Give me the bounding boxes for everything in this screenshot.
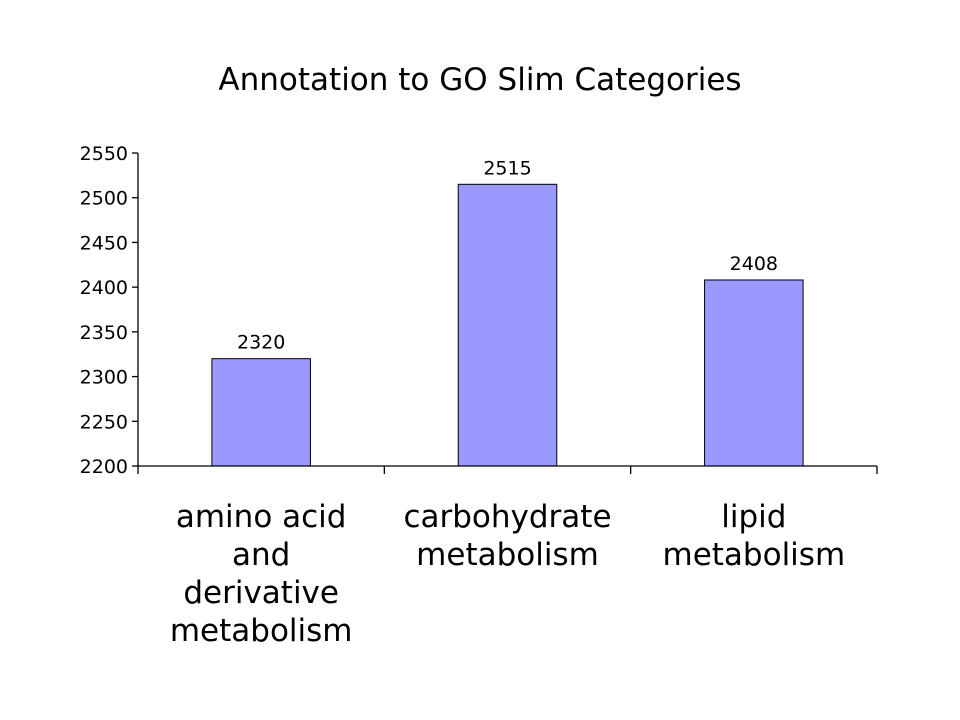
category-label: carbohydrate metabolism bbox=[403, 499, 611, 573]
y-axis-ticks: 2200 2250 2300 2350 2400 2450 2500 2550 bbox=[80, 143, 138, 478]
data-labels: 2320 2515 2408 bbox=[237, 157, 778, 353]
y-tick-label: 2550 bbox=[80, 143, 128, 165]
bars bbox=[211, 183, 804, 467]
category-label: amino acid and derivative metabolism bbox=[170, 499, 353, 649]
bar bbox=[211, 358, 311, 467]
y-tick-label: 2400 bbox=[80, 277, 128, 299]
category-label: lipid metabolism bbox=[663, 499, 846, 573]
y-tick-label: 2250 bbox=[80, 411, 128, 433]
data-label: 2320 bbox=[237, 332, 285, 354]
axes bbox=[137, 153, 878, 474]
y-tick-label: 2350 bbox=[80, 322, 128, 344]
chart-title: Annotation to GO Slim Categories bbox=[218, 62, 742, 98]
y-tick-label: 2500 bbox=[80, 188, 128, 210]
bar bbox=[457, 183, 558, 467]
y-tick-label: 2200 bbox=[80, 456, 128, 478]
data-label: 2408 bbox=[730, 253, 778, 275]
bar bbox=[704, 279, 804, 467]
category-labels: amino acid and derivative metabolism carbohy… bbox=[170, 499, 845, 649]
y-tick-label: 2300 bbox=[80, 367, 128, 389]
y-tick-label: 2450 bbox=[80, 232, 128, 254]
data-label: 2515 bbox=[483, 157, 531, 179]
